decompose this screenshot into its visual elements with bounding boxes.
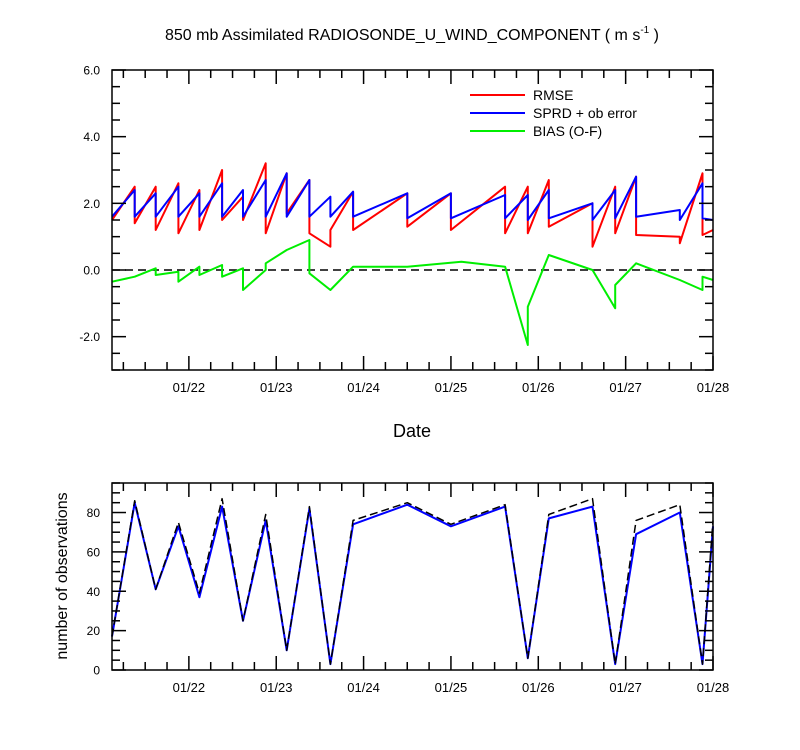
y-tick-label: 80 (87, 506, 101, 520)
y-tick-label: 4.0 (83, 130, 100, 144)
x-axis-title: Date (393, 421, 431, 441)
y-axis-title-observations: number of observations (54, 492, 71, 659)
top-panel: 01/22 01/23 01/24 01/25 01/26 01/27 01/28 -2.0 0… (79, 64, 729, 442)
x-tick-label: 01/27 (609, 680, 642, 695)
y-tick-label: 6.0 (83, 64, 100, 78)
legend: RMSE SPRD + ob error BIAS (O-F) (470, 87, 637, 139)
x-tick-label: 01/28 (697, 380, 730, 395)
chart-title: 850 mb Assimilated RADIOSONDE_U_WIND_COM… (165, 25, 659, 44)
x-tick-label: 01/28 (697, 680, 730, 695)
x-tick-label: 01/23 (260, 680, 293, 695)
y-tick-label: 40 (87, 585, 101, 599)
x-tick-label: 01/26 (522, 680, 555, 695)
bottom-panel: 01/22 01/23 01/24 01/25 01/26 01/27 01/28 0 20 40… (54, 482, 730, 695)
legend-label-bias: BIAS (O-F) (533, 123, 602, 139)
series-line-total (111, 497, 714, 665)
series-line-sprd-ob-error (111, 172, 714, 221)
chart-title-superscript: -1 (640, 25, 649, 36)
bottom-series-group (111, 497, 714, 666)
y-tick-label: 60 (87, 545, 101, 559)
bottom-plot-frame (111, 482, 714, 671)
top-series-group (111, 162, 714, 346)
x-tick-label: 01/24 (347, 380, 380, 395)
x-tick-label: 01/25 (435, 380, 468, 395)
y-tick-label: 20 (87, 624, 101, 638)
chart-title-main: 850 mb Assimilated RADIOSONDE_U_WIND_COM… (165, 27, 640, 44)
x-tick-label: 01/22 (173, 680, 206, 695)
series-line-bias-o-f (111, 239, 714, 346)
chart-title-end: ) (649, 27, 659, 44)
legend-label-sprd: SPRD + ob error (533, 105, 637, 121)
x-tick-label: 01/27 (609, 380, 642, 395)
x-tick-label: 01/26 (522, 380, 555, 395)
bottom-ticks: 01/22 01/23 01/24 01/25 01/26 01/27 01/28 0 20 40… (87, 482, 730, 695)
x-tick-label: 01/24 (347, 680, 380, 695)
y-tick-label: 2.0 (83, 197, 100, 211)
legend-label-rmse: RMSE (533, 87, 573, 103)
series-line-assimilated (111, 501, 714, 666)
x-tick-label: 01/22 (173, 380, 206, 395)
x-tick-label: 01/23 (260, 380, 293, 395)
x-tick-label: 01/25 (435, 680, 468, 695)
y-tick-label: -2.0 (79, 330, 100, 344)
top-ticks: 01/22 01/23 01/24 01/25 01/26 01/27 01/28 -2.0 0… (79, 64, 729, 396)
y-tick-label: 0.0 (83, 264, 100, 278)
y-tick-label: 0 (93, 664, 100, 678)
